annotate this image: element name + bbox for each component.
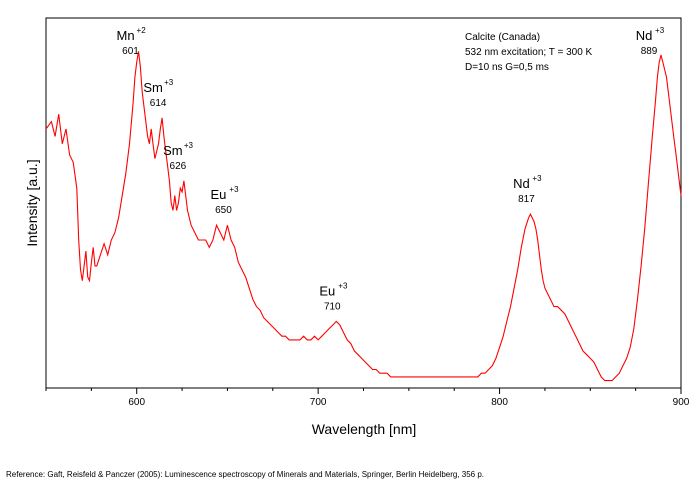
peak-wavelength: 817 [518, 194, 535, 205]
peak-wavelength: 710 [324, 301, 341, 312]
peak-label: 710 Eu +3 [319, 281, 348, 312]
peak-charge: +3 [655, 26, 665, 35]
x-tick-label: 800 [491, 397, 508, 408]
peak-ion: Eu [319, 283, 335, 298]
peak-wavelength: 601 [122, 46, 139, 57]
peak-label: 817 Nd +3 [513, 174, 542, 205]
info-line-excitation: 532 nm excitation; T = 300 K [465, 47, 593, 58]
peak-charge: +3 [338, 281, 348, 290]
peak-charge: +3 [184, 141, 194, 150]
info-line-gate: D=10 ns G=0,5 ms [465, 62, 549, 73]
peak-wavelength: 626 [170, 161, 187, 172]
peak-charge: +3 [164, 78, 174, 87]
peak-wavelength: 889 [641, 46, 658, 57]
x-tick-label: 900 [673, 397, 690, 408]
peak-charge: +3 [229, 185, 239, 194]
x-tick-label: 700 [310, 397, 327, 408]
peak-charge: +3 [532, 174, 542, 183]
peak-ion: Eu [210, 187, 226, 202]
peak-ion: Sm [143, 80, 163, 95]
peak-label: 650 Eu +3 [210, 185, 239, 216]
series-line [45, 51, 682, 382]
peak-label: 889 Nd +3 [636, 26, 665, 57]
x-axis: 600 700 800 900 [45, 388, 690, 408]
info-line-sample: Calcite (Canada) [465, 32, 540, 43]
peak-ion: Nd [636, 28, 653, 43]
peak-wavelength: 650 [215, 205, 232, 216]
peak-ion: Nd [513, 176, 530, 191]
peak-label: 601 Mn +2 [116, 26, 146, 57]
info-box: Calcite (Canada) 532 nm excitation; T = … [465, 32, 593, 73]
peak-ion: Mn [116, 28, 134, 43]
peak-charge: +2 [137, 26, 147, 35]
peak-ion: Sm [163, 143, 183, 158]
peak-label: 626 Sm +3 [163, 141, 193, 172]
peak-wavelength: 614 [150, 98, 167, 109]
x-tick-label: 600 [128, 397, 145, 408]
y-axis-title: Intensity [a.u.] [24, 159, 40, 246]
x-axis-title: Wavelength [nm] [312, 421, 417, 437]
peak-label: 614 Sm +3 [143, 78, 173, 109]
reference-text: Reference: Gaft, Reisfeld & Panczer (200… [6, 470, 485, 479]
